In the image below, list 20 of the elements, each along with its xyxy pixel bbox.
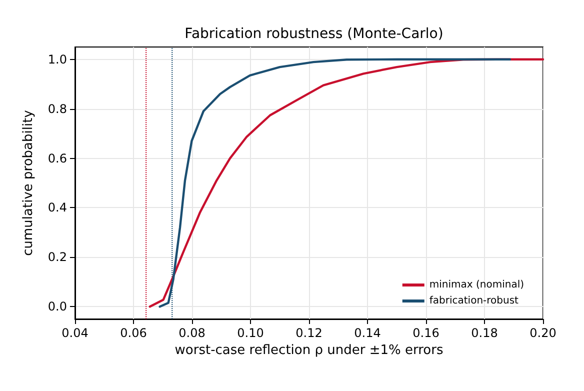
x-tick-label: 0.18 [471, 326, 498, 340]
y-tick-label: 0.8 [48, 102, 67, 116]
x-tick-label: 0.20 [530, 326, 556, 340]
x-tick-label: 0.12 [296, 326, 322, 340]
y-tick-label: 0.4 [48, 200, 67, 215]
x-tick-label: 0.04 [62, 326, 88, 340]
legend-label: minimax (nominal) [429, 280, 524, 290]
chart-title: Fabrication robustness (Monte-Carlo) [184, 26, 444, 42]
y-axis-title: cumulative probability [21, 110, 36, 256]
y-tick-label: 0.0 [48, 300, 67, 314]
x-tick-label: 0.16 [412, 326, 440, 340]
x-axis-title: worst-case reflection ρ under ±1% errors [174, 342, 444, 358]
x-tick-label: 0.06 [120, 326, 147, 340]
y-tick-label: 0.2 [48, 250, 67, 264]
legend-label: fabrication-robust [429, 296, 519, 306]
x-tick-label: 0.10 [237, 326, 264, 340]
x-tick-label: 0.08 [178, 326, 206, 340]
x-tick-label: 0.14 [354, 326, 381, 340]
y-tick-label: 1.0 [48, 52, 67, 66]
y-tick-label: 0.6 [48, 151, 67, 166]
